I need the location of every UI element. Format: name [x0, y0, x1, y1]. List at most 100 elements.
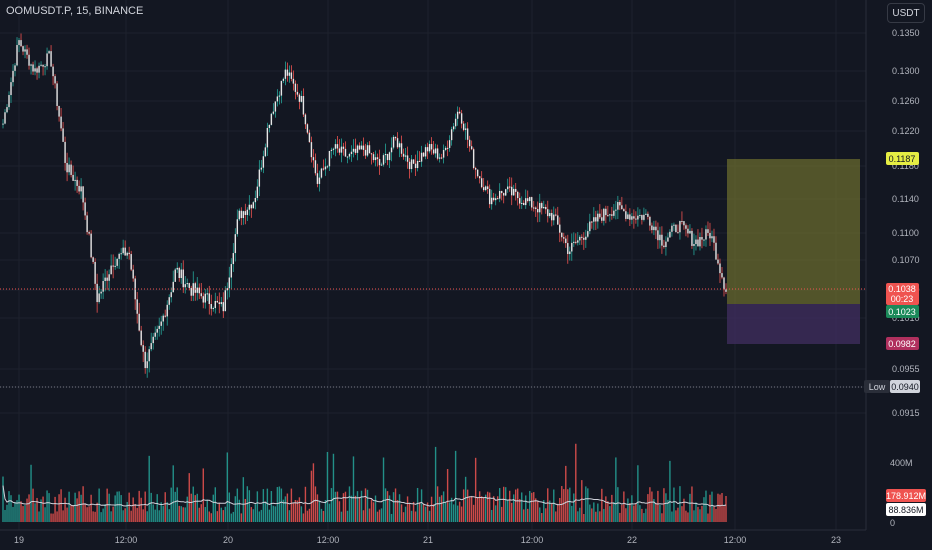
- candle-body: [470, 146, 473, 150]
- candle-body: [657, 230, 659, 241]
- candle-body: [254, 197, 257, 203]
- candle-body: [344, 148, 347, 157]
- volume-bar: [244, 498, 247, 522]
- candle-body: [280, 80, 283, 96]
- candle-body: [122, 247, 124, 254]
- candle-body: [164, 315, 166, 317]
- candle-body: [611, 214, 613, 216]
- candle-body: [589, 221, 591, 232]
- volume-bar: [368, 508, 371, 522]
- volume-bar: [541, 513, 543, 522]
- candle-body: [565, 238, 567, 244]
- candle-body: [388, 152, 391, 161]
- currency-button[interactable]: USDT: [887, 3, 925, 23]
- volume-bar: [328, 503, 331, 522]
- candle-body: [26, 49, 28, 55]
- volume-bar: [342, 493, 345, 522]
- candles: [2, 33, 727, 378]
- volume-bar: [160, 502, 162, 522]
- volume-bar: [142, 509, 144, 522]
- volume-bar: [252, 509, 255, 522]
- volume-bar: [262, 489, 265, 522]
- volume-bar: [474, 457, 477, 522]
- candle-body: [166, 304, 168, 317]
- candle-body: [416, 160, 419, 169]
- candle-body: [180, 269, 182, 278]
- volume-bar: [398, 494, 401, 522]
- volume-bar: [376, 511, 379, 522]
- time-tick-label: 12:00: [317, 535, 340, 545]
- candle-body: [372, 154, 375, 161]
- candle-body: [539, 203, 541, 213]
- candle-body: [693, 244, 695, 246]
- candle-body: [282, 78, 285, 81]
- candle-body: [705, 229, 707, 240]
- volume-bar: [6, 504, 8, 522]
- volume-bar: [314, 486, 317, 522]
- candle-body: [142, 345, 144, 352]
- volume-bar: [476, 497, 479, 522]
- volume-bar: [675, 510, 677, 522]
- candle-body: [418, 160, 421, 162]
- candle-body: [711, 236, 713, 239]
- volume-bar: [506, 500, 509, 522]
- volume-bar: [44, 507, 46, 522]
- volume-bar: [138, 490, 140, 522]
- candle-body: [440, 157, 443, 159]
- volume-bar: [665, 493, 667, 522]
- candle-body: [366, 145, 369, 156]
- candle-body: [506, 186, 509, 190]
- target-zone[interactable]: [727, 159, 860, 304]
- volume-bar: [723, 506, 725, 522]
- volume-bar: [22, 506, 24, 522]
- volume-bar: [575, 443, 577, 522]
- volume-bar: [430, 496, 433, 522]
- svg-text:0.1038: 0.1038: [888, 284, 916, 294]
- symbol-title: OOMUSDT.P, 15, BINANCE: [6, 5, 144, 17]
- candle-body: [230, 264, 233, 278]
- candle-body: [312, 157, 315, 161]
- price-tick-label: 0.0955: [892, 364, 920, 374]
- candle-body: [575, 241, 577, 243]
- volume-bar: [418, 502, 421, 522]
- volume-bar: [683, 498, 685, 522]
- time-axis[interactable]: 19 12:00 20 12:00 21 12:00 22 12:00 23: [14, 535, 841, 545]
- candle-body: [713, 236, 715, 243]
- candle-body: [84, 202, 86, 216]
- stop-zone[interactable]: [727, 304, 860, 344]
- volume-bar: [220, 507, 223, 522]
- candle-body: [609, 214, 611, 216]
- volume-bar: [533, 492, 535, 522]
- candle-body: [486, 186, 489, 189]
- candle-body: [591, 221, 593, 223]
- volume-bar: [282, 499, 285, 522]
- svg-text:00:23: 00:23: [891, 294, 914, 304]
- candle-body: [18, 40, 20, 46]
- volume-bar: [188, 473, 190, 522]
- candle-body: [162, 315, 164, 322]
- volume-bar: [122, 510, 124, 522]
- volume-bar: [551, 503, 553, 522]
- candle-body: [414, 163, 417, 169]
- volume-bar: [12, 506, 14, 522]
- candle-body: [559, 224, 561, 233]
- volume-bar: [332, 453, 335, 522]
- candle-body: [460, 113, 463, 124]
- candle-body: [597, 213, 599, 222]
- volume-bar: [539, 507, 541, 522]
- volume-bar: [651, 491, 653, 522]
- volume-bar: [292, 502, 295, 522]
- volume-bar: [310, 470, 313, 522]
- candle-body: [577, 240, 579, 243]
- candle-body: [687, 228, 689, 234]
- candle-body: [629, 214, 631, 220]
- volume-bar: [671, 511, 673, 522]
- candle-body: [324, 166, 327, 170]
- volume-bar: [498, 488, 501, 522]
- candle-body: [689, 230, 691, 234]
- svg-text:178.912M: 178.912M: [886, 491, 926, 501]
- candle-body: [513, 188, 515, 196]
- volume-bar: [448, 502, 451, 522]
- candle-body: [78, 185, 80, 192]
